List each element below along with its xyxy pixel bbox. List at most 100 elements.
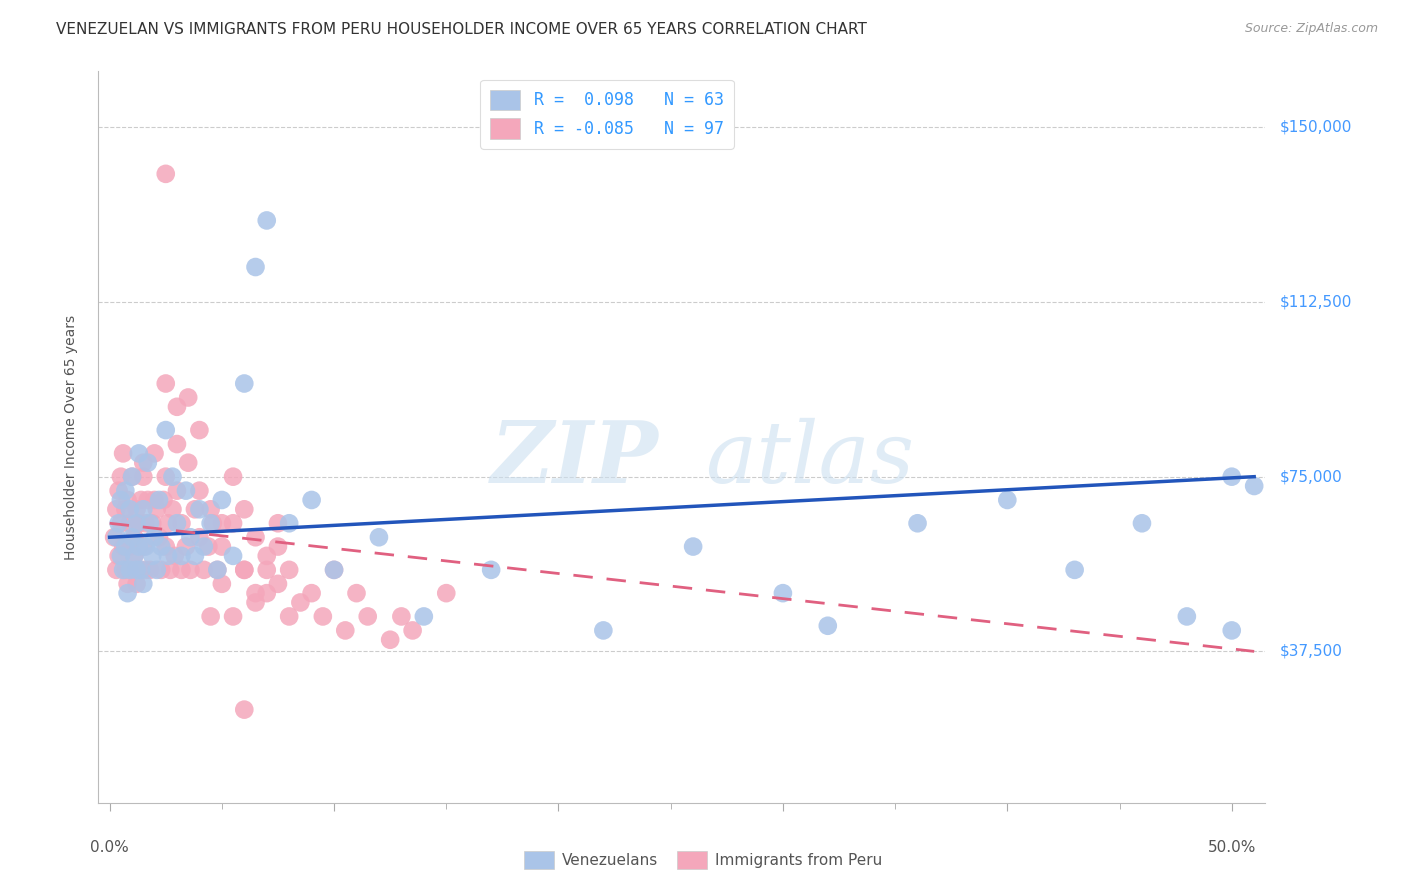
Point bbox=[201, 516, 224, 531]
Point bbox=[128, 516, 150, 531]
Point bbox=[110, 469, 132, 483]
Point bbox=[368, 530, 391, 544]
Point bbox=[166, 437, 188, 451]
Point bbox=[177, 456, 200, 470]
Point bbox=[110, 549, 132, 563]
Point bbox=[117, 577, 139, 591]
Point bbox=[256, 563, 278, 577]
Point bbox=[162, 469, 184, 483]
Point bbox=[155, 423, 177, 437]
Point bbox=[121, 469, 143, 483]
Point bbox=[995, 493, 1018, 508]
Point bbox=[114, 563, 136, 577]
Point bbox=[267, 516, 290, 531]
Point bbox=[301, 586, 323, 600]
Point bbox=[188, 423, 211, 437]
Point bbox=[155, 376, 177, 391]
Point bbox=[103, 530, 125, 544]
Point bbox=[135, 540, 157, 554]
Point bbox=[177, 391, 200, 405]
Point bbox=[301, 493, 323, 508]
Point bbox=[1220, 469, 1243, 483]
Point bbox=[170, 563, 193, 577]
Point bbox=[412, 609, 434, 624]
Point bbox=[193, 563, 215, 577]
Point bbox=[117, 586, 139, 600]
Point bbox=[267, 540, 290, 554]
Point bbox=[128, 446, 150, 460]
Point bbox=[107, 483, 129, 498]
Point bbox=[179, 563, 201, 577]
Point bbox=[118, 516, 141, 531]
Point bbox=[135, 516, 157, 531]
Point bbox=[129, 563, 152, 577]
Point bbox=[1175, 609, 1198, 624]
Point bbox=[132, 577, 155, 591]
Point bbox=[166, 400, 188, 414]
Point bbox=[156, 516, 179, 531]
Point bbox=[1220, 624, 1243, 638]
Point bbox=[772, 586, 794, 600]
Point bbox=[188, 530, 211, 544]
Point bbox=[155, 167, 177, 181]
Point bbox=[163, 549, 186, 563]
Point bbox=[233, 563, 256, 577]
Point bbox=[132, 540, 155, 554]
Legend: R =  0.098   N = 63, R = -0.085   N = 97: R = 0.098 N = 63, R = -0.085 N = 97 bbox=[481, 79, 734, 149]
Point bbox=[211, 577, 233, 591]
Point bbox=[124, 530, 146, 544]
Point bbox=[125, 577, 148, 591]
Point bbox=[188, 483, 211, 498]
Text: atlas: atlas bbox=[706, 417, 914, 500]
Text: $75,000: $75,000 bbox=[1279, 469, 1343, 484]
Point bbox=[233, 563, 256, 577]
Point bbox=[222, 516, 245, 531]
Point bbox=[107, 549, 129, 563]
Point bbox=[1130, 516, 1153, 531]
Point bbox=[222, 469, 245, 483]
Point bbox=[389, 609, 412, 624]
Point bbox=[346, 586, 368, 600]
Text: VENEZUELAN VS IMMIGRANTS FROM PERU HOUSEHOLDER INCOME OVER 65 YEARS CORRELATION : VENEZUELAN VS IMMIGRANTS FROM PERU HOUSE… bbox=[56, 22, 868, 37]
Point bbox=[118, 563, 141, 577]
Point bbox=[245, 586, 267, 600]
Text: $150,000: $150,000 bbox=[1279, 120, 1351, 135]
Point bbox=[114, 540, 136, 554]
Text: $37,500: $37,500 bbox=[1279, 644, 1343, 659]
Point bbox=[170, 516, 193, 531]
Point bbox=[105, 563, 128, 577]
Point bbox=[132, 502, 155, 516]
Point bbox=[592, 624, 614, 638]
Text: 0.0%: 0.0% bbox=[90, 840, 129, 855]
Point bbox=[174, 483, 197, 498]
Point bbox=[256, 213, 278, 227]
Point bbox=[162, 502, 184, 516]
Text: 50.0%: 50.0% bbox=[1208, 840, 1256, 855]
Point bbox=[117, 493, 139, 508]
Point bbox=[121, 563, 143, 577]
Point bbox=[148, 493, 170, 508]
Point bbox=[121, 469, 143, 483]
Point bbox=[105, 530, 128, 544]
Point bbox=[112, 446, 135, 460]
Point bbox=[141, 549, 163, 563]
Point bbox=[110, 493, 132, 508]
Point bbox=[114, 502, 136, 516]
Point bbox=[193, 540, 215, 554]
Point bbox=[200, 516, 222, 531]
Point bbox=[128, 563, 150, 577]
Point bbox=[380, 632, 402, 647]
Point bbox=[184, 502, 207, 516]
Point bbox=[150, 540, 173, 554]
Y-axis label: Householder Income Over 65 years: Householder Income Over 65 years bbox=[63, 315, 77, 559]
Point bbox=[124, 549, 146, 563]
Text: $112,500: $112,500 bbox=[1279, 294, 1351, 310]
Point bbox=[278, 609, 301, 624]
Point bbox=[256, 586, 278, 600]
Point bbox=[132, 469, 155, 483]
Point bbox=[222, 609, 245, 624]
Point bbox=[323, 563, 346, 577]
Point bbox=[110, 516, 132, 531]
Point bbox=[146, 563, 169, 577]
Point bbox=[312, 609, 335, 624]
